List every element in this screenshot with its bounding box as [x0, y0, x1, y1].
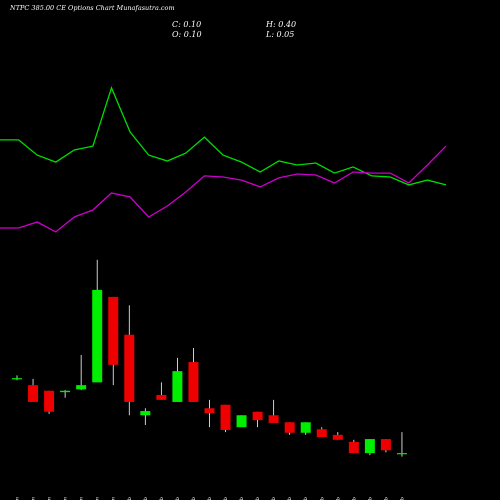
- x-tick-label: 20 Feb: [367, 497, 373, 500]
- x-tick-label: 03 Feb: [159, 497, 165, 500]
- candle-body: [236, 415, 247, 428]
- x-tick-label: 11 Feb: [255, 497, 261, 500]
- x-tick-label: 29 Jan: [95, 497, 101, 500]
- candle-body: [268, 415, 279, 423]
- candle-body: [44, 390, 55, 412]
- candle-body: [220, 404, 231, 430]
- candle-body: [172, 371, 183, 402]
- x-tick-label: 16 Feb: [303, 497, 309, 500]
- indicator-line: [0, 145, 447, 233]
- x-tick-label: 22 Jan: [63, 497, 69, 500]
- indicator-line: [0, 86, 447, 186]
- chart-title: NTPC 385.00 CE Options Chart Munafasutra…: [9, 4, 175, 12]
- x-tick-label: 19 Feb: [351, 497, 357, 500]
- x-tick-label: 13 Feb: [287, 497, 293, 500]
- low-label: L: 0.05: [265, 30, 294, 39]
- candle-body: [76, 385, 87, 390]
- x-tick-label: 16 Jan: [15, 497, 21, 500]
- x-tick-label: 24 Feb: [399, 497, 405, 500]
- x-tick-label: 06 Feb: [207, 497, 213, 500]
- candle-body: [188, 362, 199, 402]
- x-tick-label: 12 Feb: [271, 497, 277, 500]
- candle-body: [396, 453, 407, 455]
- x-tick-label: 27 Jan: [79, 497, 85, 500]
- candle-body: [252, 411, 263, 421]
- candle-body: [28, 385, 39, 402]
- candle-body: [284, 422, 295, 433]
- x-tick-label: 02 Feb: [143, 497, 149, 500]
- candle-body: [12, 378, 22, 380]
- candle-body: [300, 422, 311, 433]
- candle-body: [156, 394, 167, 400]
- x-tick-label: 09 Feb: [223, 497, 229, 500]
- x-tick-label: 21 Jan: [47, 497, 53, 500]
- candle-body: [364, 439, 375, 454]
- x-tick-label: 04 Feb: [175, 497, 181, 500]
- candle-body: [348, 441, 359, 454]
- candle-body: [140, 411, 151, 416]
- candle-body: [316, 429, 327, 437]
- x-tick-label: 23 Feb: [383, 497, 389, 500]
- x-tick-label: 30 Jan: [111, 497, 117, 500]
- candle-body: [204, 408, 215, 414]
- x-tick-label: 01 Feb: [127, 497, 133, 500]
- x-tick-label: 18 Feb: [335, 497, 341, 500]
- candle-body: [380, 439, 391, 451]
- high-label: H: 0.40: [265, 20, 296, 29]
- close-label: C: 0.10: [172, 20, 201, 29]
- candle-body: [332, 434, 343, 440]
- x-tick-label: 05 Feb: [191, 497, 197, 500]
- candle-body: [60, 390, 71, 393]
- candle-body: [92, 289, 103, 383]
- x-tick-label: 19 Jan: [31, 497, 37, 500]
- x-tick-label: 17 Feb: [319, 497, 325, 500]
- candle-body: [108, 296, 119, 365]
- x-tick-label: 10 Feb: [239, 497, 245, 500]
- candle-body: [124, 334, 135, 402]
- open-label: O: 0.10: [172, 30, 202, 39]
